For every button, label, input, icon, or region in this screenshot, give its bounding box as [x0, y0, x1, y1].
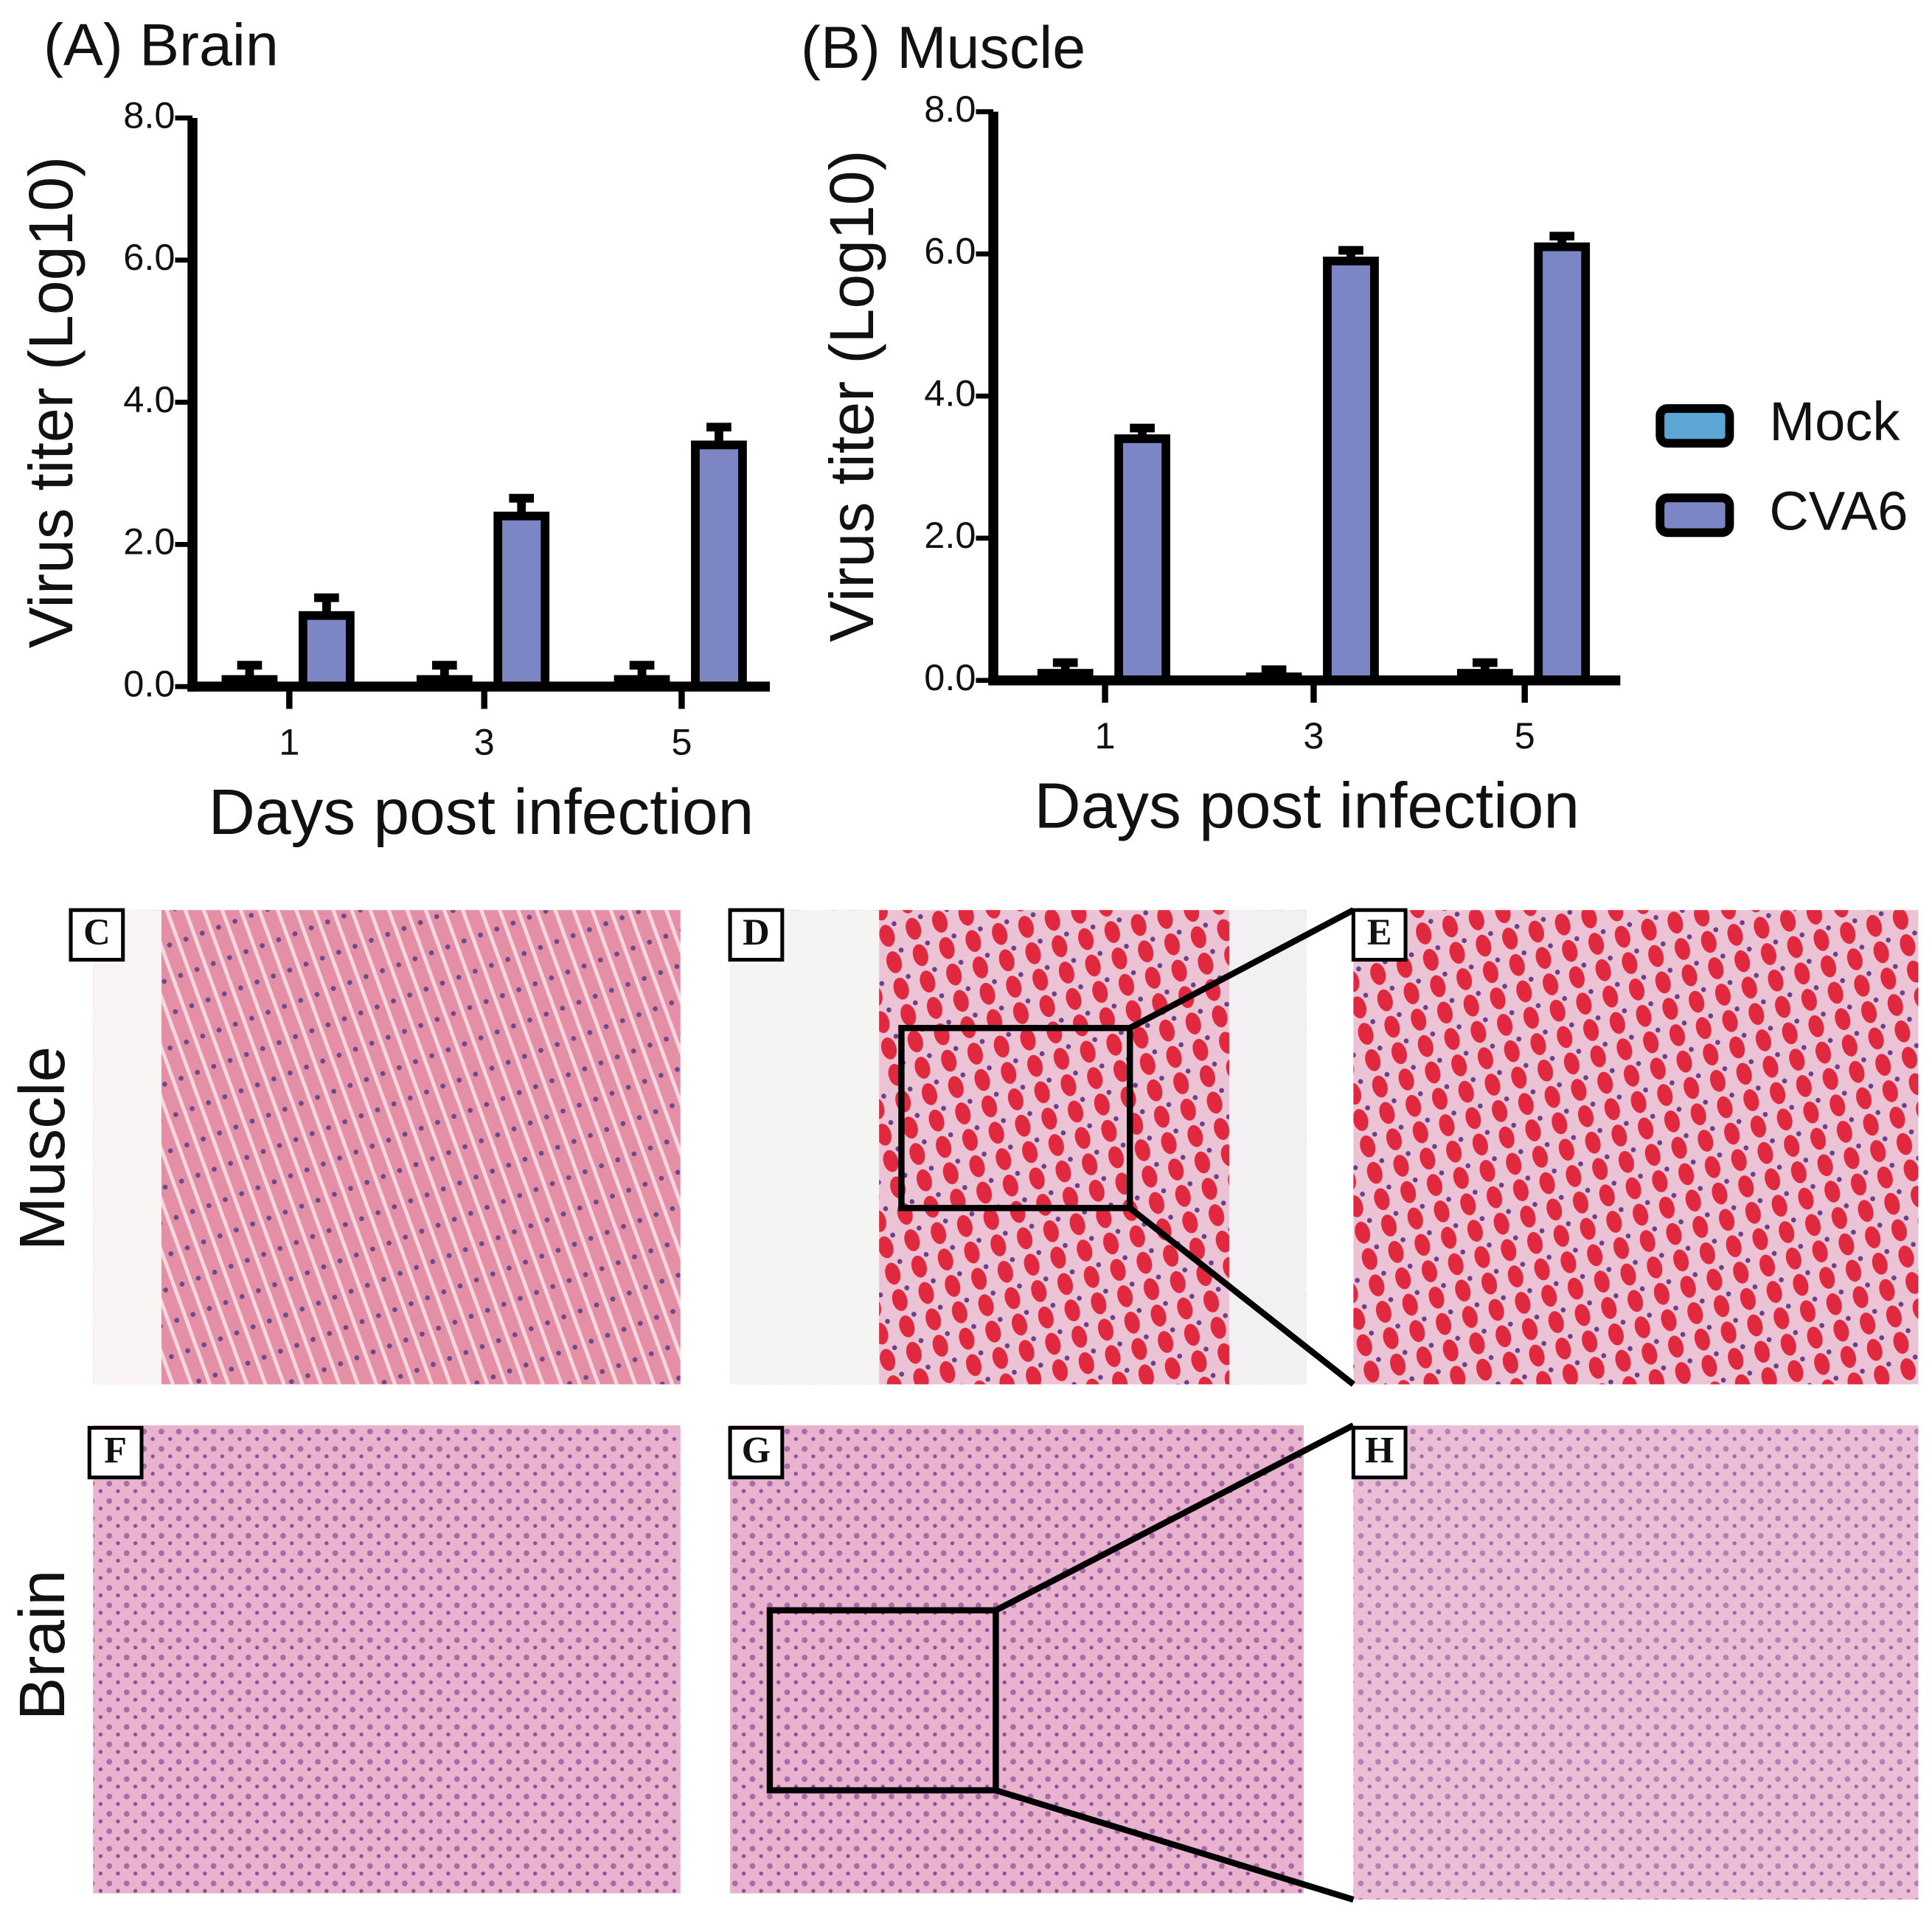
y-tick-label: 6.0 — [924, 230, 976, 272]
panel-label: D — [743, 911, 769, 953]
error-bar — [509, 493, 535, 516]
y-tick-label: 8.0 — [123, 94, 175, 136]
y-tick-label: 0.0 — [123, 662, 175, 704]
chart-title: (A) Brain — [44, 13, 279, 79]
legend-swatch — [1655, 493, 1734, 538]
panel-label: G — [742, 1429, 771, 1470]
background — [730, 910, 880, 1385]
image-h — [1353, 1425, 1919, 1900]
panel-label-box — [728, 1425, 785, 1480]
bar — [1114, 434, 1170, 685]
bar — [298, 611, 355, 692]
y-tick-label: 4.0 — [924, 372, 976, 414]
panel-label-box — [728, 908, 785, 962]
y-tick-label: 6.0 — [123, 236, 175, 278]
x-tick-label: 3 — [474, 721, 495, 763]
error-bar — [1130, 423, 1155, 439]
panel-label: F — [104, 1429, 127, 1470]
y-tick-label: 2.0 — [924, 514, 976, 556]
zoom — [766, 907, 1355, 1903]
bar — [1323, 257, 1379, 685]
y-tick-label: 8.0 — [924, 88, 976, 130]
x-tick-label: 5 — [671, 721, 692, 763]
x-axis-label: Days post infection — [209, 776, 754, 848]
histology — [93, 907, 1919, 1903]
bar — [493, 511, 550, 692]
x-tick-label: 3 — [1303, 715, 1324, 757]
error-bar — [1338, 246, 1363, 261]
panel-label-box — [69, 908, 125, 962]
error-bar — [237, 661, 263, 680]
x-axis-label: Days post infection — [1034, 770, 1580, 842]
error-bar — [314, 593, 339, 616]
panel-label: H — [1365, 1429, 1394, 1470]
x-tick-label: 1 — [1095, 715, 1116, 757]
image-f — [93, 1425, 681, 1894]
error-bar — [1052, 658, 1078, 674]
row-label: Brain — [6, 1570, 78, 1720]
legend-label: Mock — [1769, 391, 1900, 452]
panel-label: C — [83, 911, 110, 953]
background — [1229, 910, 1307, 1385]
error-bar — [1472, 658, 1498, 674]
bar — [691, 440, 747, 692]
y-tick-label: 4.0 — [123, 378, 175, 420]
error-bar — [706, 423, 732, 445]
x-tick-label: 5 — [1515, 715, 1535, 757]
panel-label-box — [1351, 908, 1408, 962]
legend-label: CVA6 — [1769, 480, 1908, 541]
y-tick-label: 2.0 — [123, 521, 175, 563]
chart-title: (B) Muscle — [801, 15, 1085, 81]
error-bar — [1549, 232, 1575, 247]
y-tick-label: 0.0 — [924, 656, 976, 698]
y-axis-label: Virus titer (Log10) — [16, 156, 86, 648]
panel-label-box — [87, 1425, 144, 1480]
y-axis-label: Virus titer (Log10) — [817, 150, 886, 642]
panel-label: E — [1367, 911, 1392, 953]
bar — [1534, 242, 1591, 685]
row-label: Muscle — [6, 1046, 78, 1251]
legend-swatch — [1655, 404, 1734, 448]
error-bar — [629, 661, 655, 680]
panel-label-box — [1351, 1425, 1408, 1480]
image-e — [1353, 910, 1919, 1385]
error-bar — [431, 661, 457, 680]
background — [93, 910, 161, 1385]
x-tick-label: 1 — [279, 721, 299, 763]
image-c — [93, 910, 681, 1385]
